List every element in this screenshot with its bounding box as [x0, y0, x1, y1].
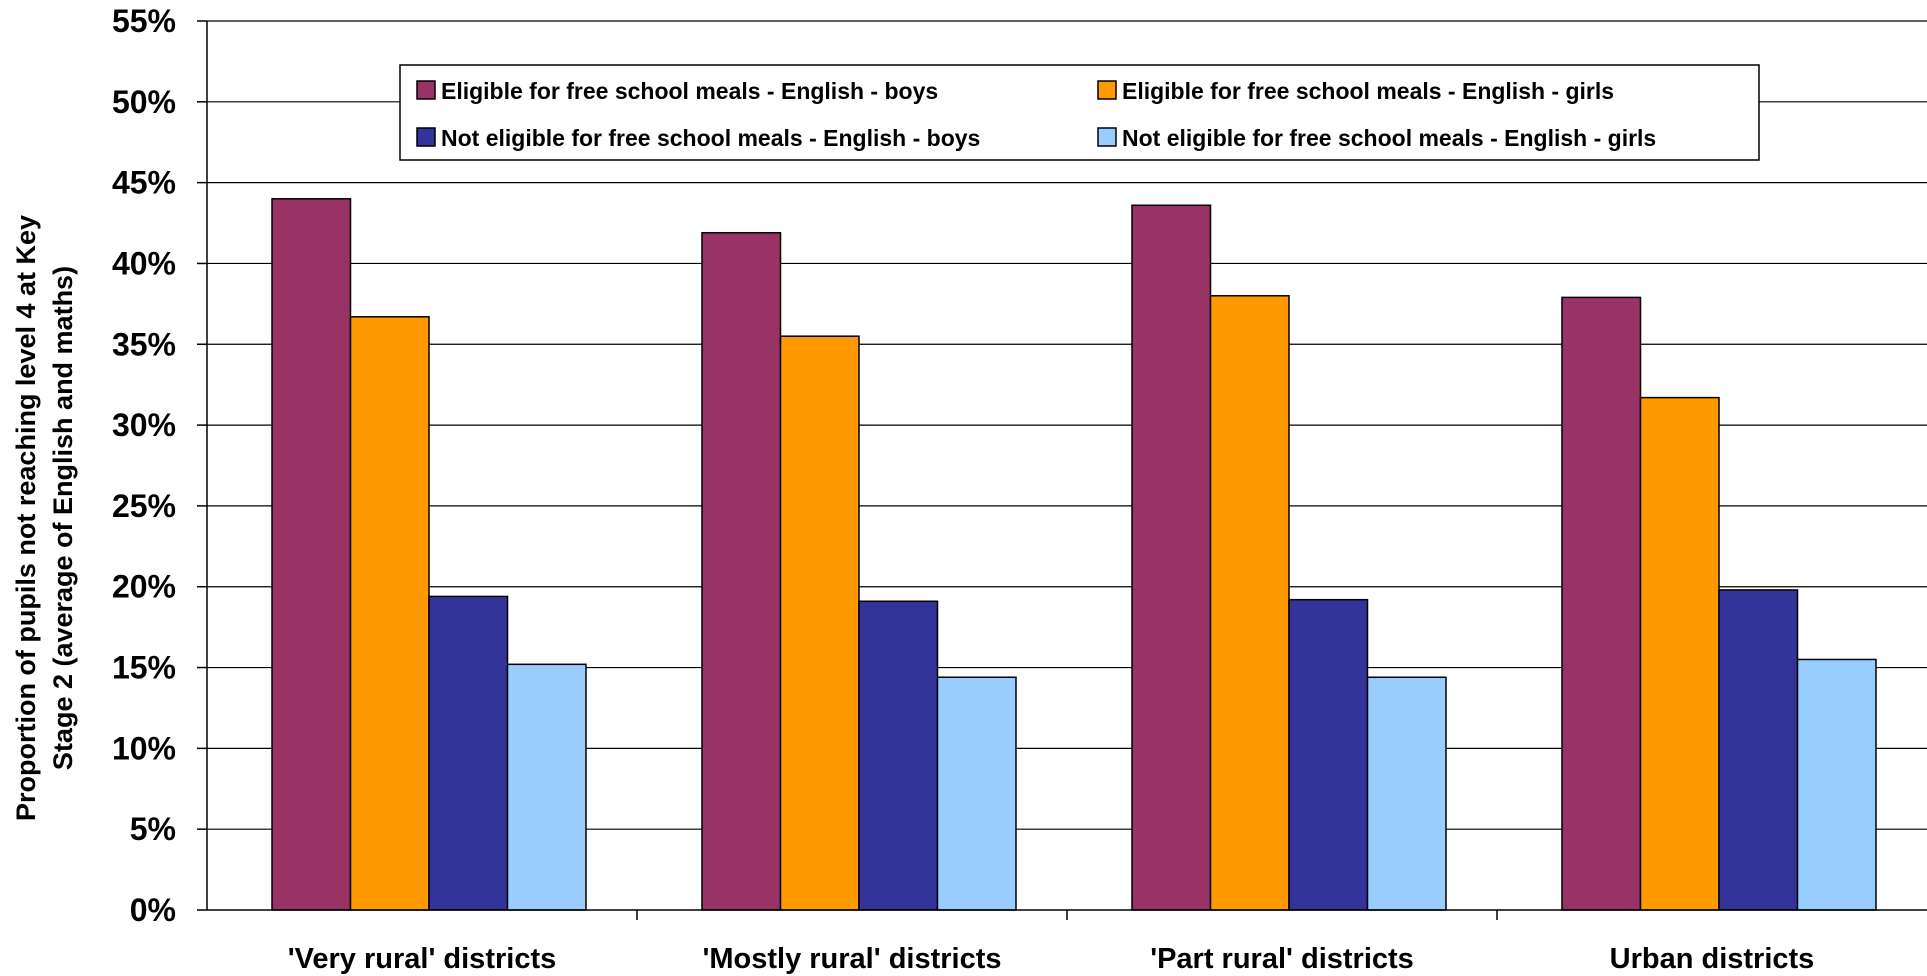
bar: [428, 595, 509, 911]
bar: [858, 600, 939, 911]
y-tick-label: 40%: [112, 245, 176, 281]
y-tick-label: 50%: [112, 84, 176, 120]
y-tick-label: 10%: [112, 730, 176, 766]
bar: [936, 676, 1017, 911]
bar: [1718, 589, 1799, 911]
legend-box: [399, 64, 1760, 161]
bar: [779, 335, 860, 911]
bar: [1561, 296, 1642, 911]
x-category-label: 'Part rural' districts: [1150, 943, 1414, 975]
y-tick-label: 5%: [130, 811, 176, 847]
legend: Eligible for free school meals - English…: [399, 64, 1760, 161]
y-tick-label: 55%: [112, 3, 176, 39]
y-tick-label: 25%: [112, 488, 176, 524]
y-axis-label-line-1: Proportion of pupils not reaching level …: [11, 215, 41, 821]
x-category-label: Urban districts: [1610, 943, 1815, 975]
legend-swatch: [416, 127, 436, 147]
bar: [701, 231, 782, 911]
bar: [1288, 598, 1369, 911]
y-tick-label: 35%: [112, 326, 176, 362]
x-category-label: 'Mostly rural' districts: [702, 943, 1001, 975]
bar: [271, 198, 352, 911]
y-tick-label: 30%: [112, 407, 176, 443]
legend-entry: Eligible for free school meals - English…: [441, 78, 938, 104]
y-tick-labels: 0% 5% 10% 15% 20% 25% 30% 35% 40% 45% 50% 55%: [112, 3, 176, 928]
bar: [349, 316, 430, 911]
bar: [506, 663, 587, 911]
legend-swatch: [1097, 127, 1117, 147]
axes: [197, 20, 1927, 920]
y-tick-label: 0%: [130, 892, 176, 928]
bar: [1366, 676, 1447, 911]
legend-entry: Not eligible for free school meals - Eng…: [1122, 125, 1656, 151]
legend-entry: Eligible for free school meals - English…: [1122, 78, 1614, 104]
y-tick-label: 20%: [112, 569, 176, 605]
y-tick-label: 45%: [112, 165, 176, 201]
bar: [1796, 658, 1877, 911]
x-category-label: 'Very rural' districts: [288, 943, 556, 975]
bars: [271, 198, 1877, 911]
category-labels: 'Very rural' districts 'Mostly rural' dis…: [288, 943, 1815, 975]
bar: [1131, 204, 1212, 911]
bar: [1209, 295, 1290, 911]
y-tick-label: 15%: [112, 650, 176, 686]
legend-swatch: [1097, 80, 1117, 100]
y-axis-label-line-2: Stage 2 (average of English and maths): [48, 266, 78, 770]
legend-entry: Not eligible for free school meals - Eng…: [441, 125, 980, 151]
legend-swatch: [416, 80, 436, 100]
bar: [1639, 396, 1720, 911]
